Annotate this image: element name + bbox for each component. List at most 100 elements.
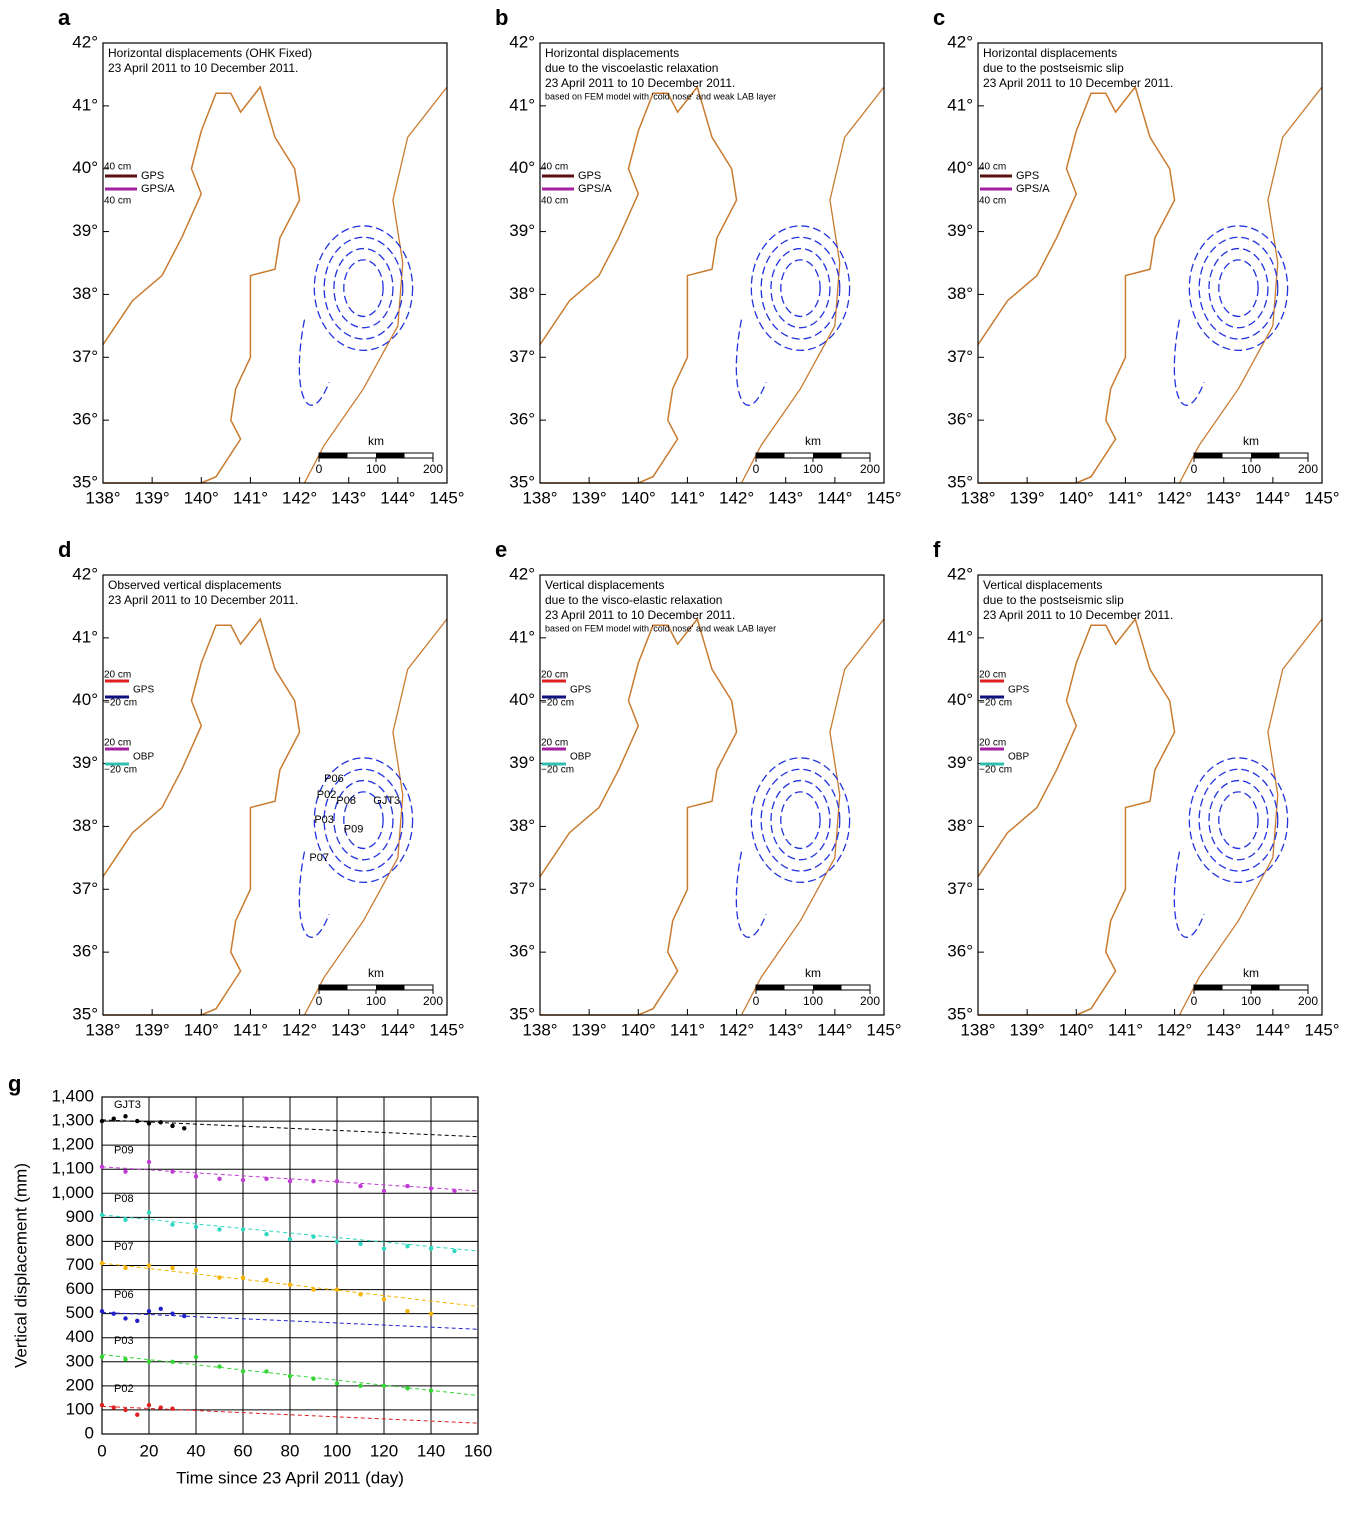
y-tick-label: 100 xyxy=(66,1399,94,1418)
x-tick-label: 141° xyxy=(670,488,705,507)
scale-label: km xyxy=(1243,966,1259,980)
series-label: GJT3 xyxy=(114,1099,141,1111)
y-tick-label: 41° xyxy=(509,627,535,646)
x-tick-label: 145° xyxy=(1304,1020,1339,1039)
y-tick-label: 1,300 xyxy=(51,1111,94,1130)
legend-label: GPS xyxy=(578,170,601,182)
y-tick-label: 39° xyxy=(72,221,98,240)
data-point xyxy=(193,1354,199,1360)
y-tick-label: 40° xyxy=(509,690,535,709)
data-point xyxy=(99,1402,105,1408)
x-tick-label: 143° xyxy=(768,488,803,507)
x-axis-label: Time since 23 April 2011 (day) xyxy=(176,1468,404,1487)
data-point xyxy=(405,1183,410,1189)
slip-contour xyxy=(323,768,404,872)
legend-label: 20 cm xyxy=(979,738,1006,749)
legend-label: −20 cm xyxy=(979,698,1012,709)
x-tick-label: 139° xyxy=(572,1020,607,1039)
y-tick-label: 36° xyxy=(947,942,973,961)
slip-contour xyxy=(1208,779,1269,861)
annotation: due to the postseismic slip xyxy=(983,61,1124,75)
panel-label: d xyxy=(58,537,71,562)
y-axis-label: Vertical displacement (mm) xyxy=(11,1163,30,1368)
legend-label: GPS xyxy=(1016,170,1039,182)
scale-bar xyxy=(1194,453,1223,458)
panel-label: c xyxy=(933,5,945,30)
data-point xyxy=(240,1177,246,1183)
station-label: P06 xyxy=(324,773,344,785)
slip-contour xyxy=(1218,259,1259,318)
x-tick-label: 40 xyxy=(187,1441,206,1460)
data-point xyxy=(287,1374,293,1379)
data-point xyxy=(193,1174,199,1179)
series-label: P02 xyxy=(114,1383,134,1395)
legend-label: OBP xyxy=(570,752,591,763)
y-tick-label: 1,100 xyxy=(51,1159,94,1178)
data-point xyxy=(311,1287,316,1292)
data-point xyxy=(99,1164,105,1170)
data-point xyxy=(182,1313,187,1319)
annotation: 23 April 2011 to 10 December 2011. xyxy=(545,608,735,622)
x-tick-label: 139° xyxy=(135,488,170,507)
trench xyxy=(303,86,448,484)
annotation-note: based on FEM model with 'cold nose' and … xyxy=(545,91,776,101)
x-tick-label: 140 xyxy=(417,1441,445,1460)
scale-tick-label: 100 xyxy=(366,994,386,1008)
data-point xyxy=(158,1405,163,1410)
legend-label: 20 cm xyxy=(104,670,131,681)
legend-label: OBP xyxy=(1008,752,1029,763)
scale-tick-label: 200 xyxy=(860,994,880,1008)
data-point xyxy=(111,1405,116,1410)
data-point xyxy=(146,1121,152,1126)
annotation: due to the viscoelastic relaxation xyxy=(545,61,718,75)
data-point xyxy=(334,1239,340,1244)
data-point xyxy=(264,1277,269,1283)
x-tick-label: 139° xyxy=(135,1020,170,1039)
slip-contour xyxy=(343,791,384,850)
data-point xyxy=(405,1309,410,1314)
y-tick-label: 37° xyxy=(509,879,535,898)
y-tick-label: 37° xyxy=(947,879,973,898)
x-tick-label: 140° xyxy=(1059,1020,1094,1039)
legend-label: GPS xyxy=(1008,685,1029,696)
y-tick-label: 40° xyxy=(72,690,98,709)
y-tick-label: 400 xyxy=(66,1327,94,1346)
slip-contour xyxy=(770,779,831,861)
map-frame xyxy=(539,42,885,484)
panel-label: b xyxy=(495,5,508,30)
station-label: GJT3 xyxy=(373,795,400,807)
x-tick-label: 143° xyxy=(331,488,366,507)
data-point xyxy=(135,1318,140,1324)
annotation: Vertical displacements xyxy=(545,578,664,592)
y-tick-label: 38° xyxy=(947,816,973,835)
x-tick-label: 138° xyxy=(522,1020,557,1039)
x-tick-label: 140° xyxy=(184,1020,219,1039)
y-tick-label: 41° xyxy=(509,95,535,114)
data-point xyxy=(146,1402,152,1408)
map-frame xyxy=(102,42,448,484)
legend-label: GPS xyxy=(133,685,154,696)
station-label: P03 xyxy=(314,814,334,826)
y-tick-label: 35° xyxy=(72,1004,98,1023)
scale-tick-label: 100 xyxy=(803,994,823,1008)
legend-label: 20 cm xyxy=(979,670,1006,681)
x-tick-label: 145° xyxy=(429,1020,464,1039)
x-tick-label: 141° xyxy=(670,1020,705,1039)
data-point xyxy=(99,1212,105,1218)
data-point xyxy=(170,1123,175,1129)
legend-label: −20 cm xyxy=(104,698,137,709)
station-label: P02 xyxy=(317,789,337,801)
y-tick-label: 600 xyxy=(66,1279,94,1298)
data-point xyxy=(135,1118,140,1124)
scale-tick-label: 0 xyxy=(1191,462,1198,476)
slip-contour xyxy=(750,757,851,884)
x-tick-label: 20 xyxy=(140,1441,159,1460)
data-point xyxy=(452,1248,457,1254)
scale-bar xyxy=(756,985,785,990)
x-tick-label: 141° xyxy=(233,1020,268,1039)
y-tick-label: 39° xyxy=(72,753,98,772)
data-point xyxy=(428,1388,434,1393)
x-tick-label: 145° xyxy=(866,1020,901,1039)
data-point xyxy=(428,1311,434,1316)
y-tick-label: 1,000 xyxy=(51,1183,94,1202)
